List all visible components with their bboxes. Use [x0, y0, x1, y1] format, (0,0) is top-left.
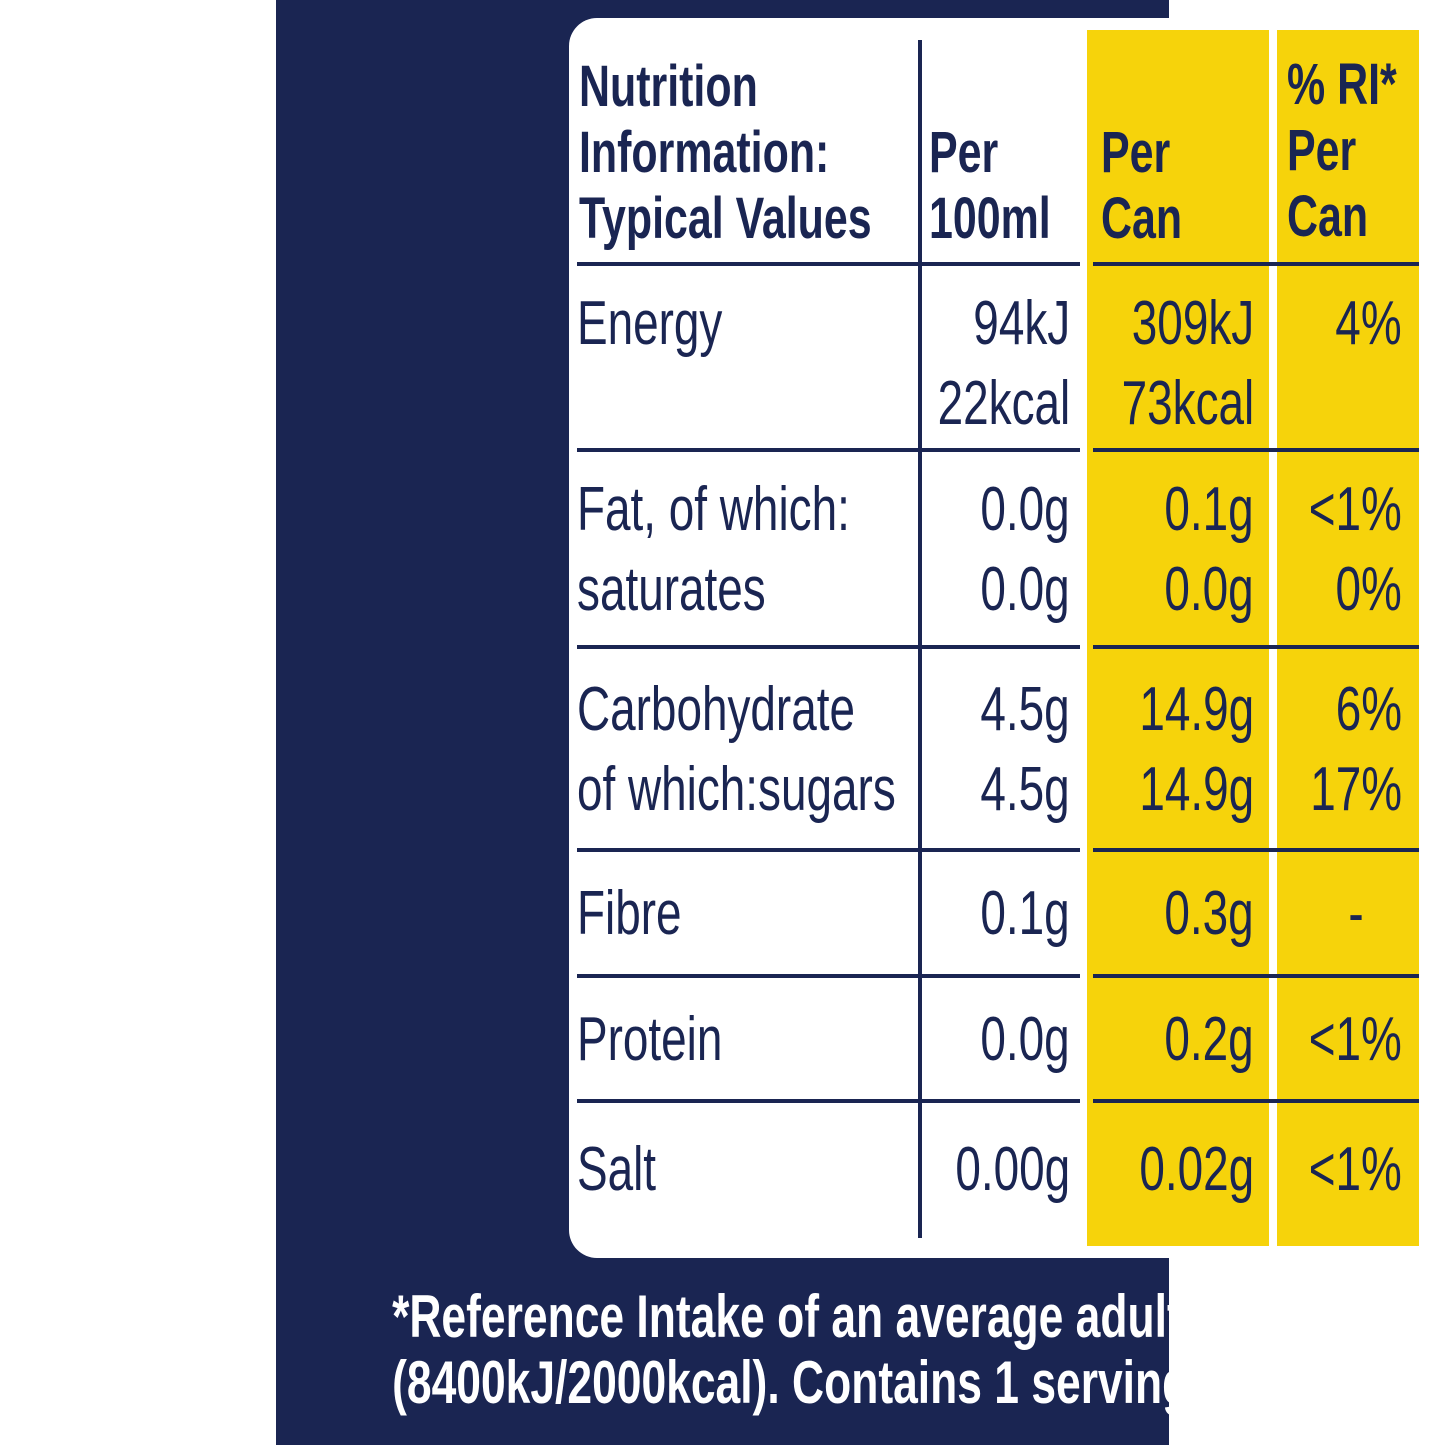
column-divider — [918, 40, 922, 1238]
value-per-can: 14.9g 14.9g — [1139, 675, 1254, 824]
nutrient-name: Carbohydrate of which:sugars — [577, 675, 896, 824]
nutrition-table: Nutrition Information: Typical Values Per 1… — [569, 18, 1430, 1258]
value-per-can: 0.02g — [1139, 1135, 1254, 1204]
row-divider — [1093, 645, 1419, 649]
row-divider — [577, 848, 1080, 852]
value-per-100ml: 0.0g 0.0g — [980, 475, 1070, 624]
value-per-100ml: 94kJ 22kcal — [937, 289, 1070, 438]
header-per-can: Per Can — [1101, 120, 1183, 251]
nutrient-name: Protein — [577, 1005, 723, 1074]
value-per-can: 309kJ 73kcal — [1121, 289, 1254, 438]
nutrition-label: Nutrition Information: Typical Values Per 1… — [276, 0, 1430, 1445]
row-divider — [1093, 848, 1419, 852]
row-divider — [577, 448, 1080, 452]
value-per-100ml: 0.00g — [955, 1135, 1070, 1204]
nutrient-name: Energy — [577, 289, 723, 358]
ri-column-bg — [1277, 30, 1419, 1246]
value-per-100ml: 0.1g — [980, 879, 1070, 948]
nutrient-name: Salt — [577, 1135, 657, 1204]
row-divider — [577, 645, 1080, 649]
value-ri: <1% — [1308, 1135, 1402, 1204]
value-ri: <1% 0% — [1308, 475, 1402, 624]
value-per-can: 0.3g — [1164, 879, 1254, 948]
column-divider — [1271, 40, 1275, 1238]
header-ri-per-can: % RI* Per Can — [1287, 52, 1397, 249]
value-per-100ml: 0.0g — [980, 1005, 1070, 1074]
header-divider — [577, 262, 1080, 266]
row-divider — [577, 1099, 1080, 1103]
nutrient-name: Fat, of which: saturates — [577, 475, 850, 624]
nutrient-name: Fibre — [577, 879, 682, 948]
header-title: Nutrition Information: Typical Values — [579, 54, 872, 251]
value-ri: 6% 17% — [1310, 675, 1402, 824]
row-divider — [1093, 1099, 1419, 1103]
row-divider — [1093, 448, 1419, 452]
value-ri: - — [1348, 879, 1364, 948]
footnote: *Reference Intake of an average adult (8… — [392, 1283, 1202, 1416]
value-ri: 4% — [1335, 289, 1402, 358]
value-ri: <1% — [1308, 1005, 1402, 1074]
header-per-100ml: Per 100ml — [929, 120, 1051, 251]
row-divider — [577, 974, 1080, 978]
row-divider — [1093, 974, 1419, 978]
header-divider — [1093, 262, 1419, 266]
per-can-column-bg — [1087, 30, 1269, 1246]
value-per-100ml: 4.5g 4.5g — [980, 675, 1070, 824]
value-per-can: 0.1g 0.0g — [1164, 475, 1254, 624]
value-per-can: 0.2g — [1164, 1005, 1254, 1074]
